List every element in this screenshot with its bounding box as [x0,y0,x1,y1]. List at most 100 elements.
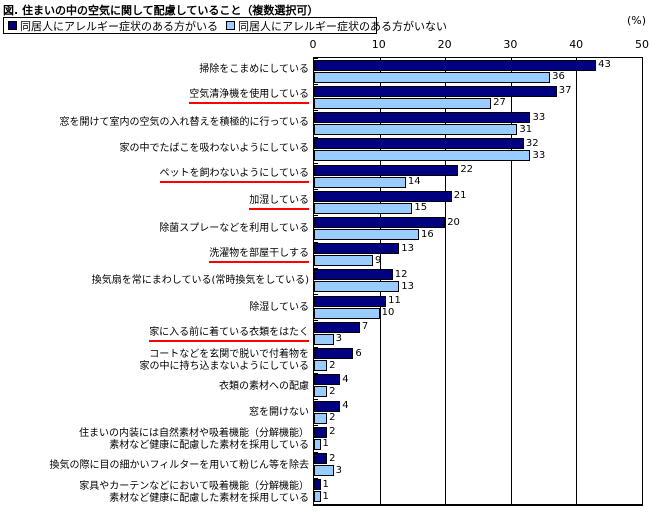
legend-swatch-lightblue-icon [226,21,235,30]
legend-swatch-navy-icon [8,21,17,30]
bar-with-allergy [314,269,393,281]
category-label: コートなどを玄関で脱いで付着物を 家の中に持ち込まないようにしている [0,347,313,373]
legend-label: 同居人にアレルギー症状のある方がいる [20,19,218,33]
bar-line: 15 [314,202,642,214]
bar-line: 31 [314,124,642,136]
bar-line: 20 [314,216,642,229]
bar-with-allergy [314,453,328,465]
bar-with-allergy [314,138,524,150]
legend-label: 同居人にアレルギー症状のある方がいない [238,19,447,33]
bar-without-allergy [314,202,413,214]
bar-value-label: 20 [447,216,460,228]
bar-without-allergy [314,412,328,424]
bar-value-label: 4 [342,373,349,385]
bar-without-allergy [314,386,328,398]
bar-row: 22 14 [314,162,642,189]
category-text: 衣類の素材への配慮 [219,381,309,393]
bar-line: 13 [314,281,642,293]
category-label: 窓を開けない [0,400,313,426]
bar-without-allergy [314,176,406,188]
bar-row: 32 33 [314,136,642,163]
bar-without-allergy [314,438,321,450]
bar-value-label: 43 [598,59,611,71]
gridline [445,58,447,504]
legend: 同居人にアレルギー症状のある方がいる 同居人にアレルギー症状のある方がいない [3,17,447,34]
category-label: 換気扇を常にまわしている(常時換気をしている) [0,268,313,294]
bar-value-label: 13 [401,242,414,254]
bar-without-allergy [314,465,334,477]
bar-line: 11 [314,295,642,307]
bar-line: 2 [314,412,642,424]
bar-value-label: 1 [322,490,329,502]
chart-title: 図. 住まいの中の空気に関して配慮していること（複数選択可） [3,4,319,17]
category-text-underlined: 空気清浄機を使用している [189,89,309,105]
bar-line: 4 [314,373,642,386]
bar-value-label: 4 [342,400,349,412]
gridline [379,58,381,504]
category-label: ペットを飼わないようにしている [0,163,313,189]
category-text: 換気扇を常にまわしている(常時換気をしている) [91,275,309,287]
bar-row: 13 9 [314,241,642,268]
bar-with-allergy [314,164,459,176]
bar-line: 22 [314,164,642,176]
x-axis-tick: 20 [437,38,452,51]
bar-with-allergy [314,217,446,229]
plot-area: 43 36 37 27 33 31 32 33 22 14 21 15 20 16 13 9 12 13 11 10 7… [313,57,643,506]
bar-line: 9 [314,255,642,267]
bar-line: 43 [314,59,642,71]
bar-value-label: 2 [329,452,336,464]
bar-line: 14 [314,176,642,188]
bar-line: 16 [314,229,642,241]
bar-value-label: 7 [361,321,369,333]
category-label: 洗濯物を部屋干しする [0,242,313,268]
bar-without-allergy [314,229,419,241]
bar-value-label: 22 [460,164,474,176]
category-text: 除湿している [249,301,309,313]
bar-line: 10 [314,307,642,319]
category-text-underlined: 洗濯物を部屋干しする [209,248,309,263]
bar-value-label: 2 [329,385,336,397]
category-text: コートなどを玄関で脱いで付着物を 家の中に持ち込まないようにしている [139,348,310,372]
bar-line: 6 [314,347,642,360]
category-text: 窓を開けない [249,407,309,419]
x-axis-tick: 40 [569,38,584,51]
bar-value-label: 6 [355,347,362,359]
bar-line: 2 [314,452,642,465]
bar-value-label: 15 [414,202,428,214]
bar-value-label: 27 [493,97,506,109]
bar-with-allergy [314,112,531,124]
bar-line: 21 [314,190,642,202]
category-label: 衣類の素材への配慮 [0,374,313,400]
bar-line: 7 [314,321,642,333]
category-text: 家具やカーテンなどにおいて吸着機能（分解機能） 素材など健康に配慮した素材を採用… [79,480,309,504]
bar-without-allergy [314,491,321,503]
bar-line: 36 [314,71,642,83]
category-text: 換気の際に目の細かいフィルターを用いて粉じん等を除去 [49,460,310,472]
bar-without-allergy [314,71,551,83]
bar-line: 33 [314,150,642,162]
legend-item-without-allergy: 同居人にアレルギー症状のある方がいない [226,18,447,34]
bar-with-allergy [314,426,328,438]
legend-item-with-allergy: 同居人にアレルギー症状のある方がいる [8,18,218,34]
category-label: 家に入る前に着ている衣類をはたく [0,321,313,347]
bar-row: 33 31 [314,110,642,136]
bar-value-label: 1 [322,478,329,490]
bar-value-label: 36 [552,71,565,83]
bar-without-allergy [314,124,518,136]
bar-line: 33 [314,112,642,124]
gridline [576,58,578,504]
bar-line: 3 [314,465,642,477]
bar-with-allergy [314,374,341,386]
bar-line: 1 [314,490,642,503]
bar-value-label: 1 [322,438,329,450]
bar-without-allergy [314,255,374,267]
category-text: 住まいの内装には自然素材や吸着機能（分解機能） 素材など健康に配慮した素材を採用… [79,427,309,451]
bar-value-label: 37 [558,85,572,97]
bar-row: 21 15 [314,189,642,215]
x-axis-tick: 10 [371,38,386,51]
bar-with-allergy [314,400,341,412]
